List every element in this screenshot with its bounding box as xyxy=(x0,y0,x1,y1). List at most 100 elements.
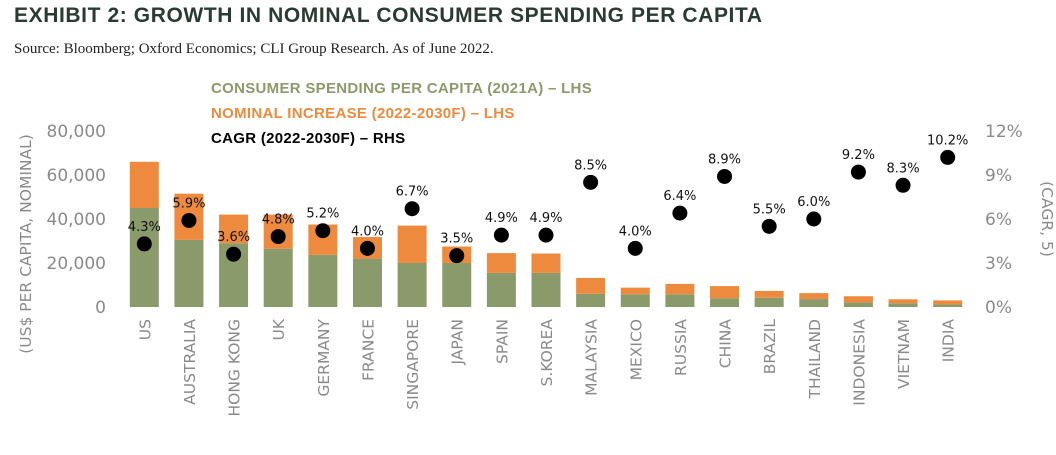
bar-base xyxy=(665,294,695,307)
cagr-point xyxy=(895,177,911,193)
bar-base xyxy=(174,239,204,307)
category-label: SPAIN xyxy=(493,319,511,364)
cagr-point xyxy=(940,149,956,165)
y-left-tick-label: 40,000 xyxy=(47,210,106,230)
cagr-point xyxy=(359,240,375,256)
bar-increase xyxy=(620,287,650,295)
legend-entry-1: CONSUMER SPENDING PER CAPITA (2021A) – L… xyxy=(211,80,592,97)
cagr-data-label: 8.9% xyxy=(708,152,741,167)
bar-base xyxy=(397,263,427,307)
bar-base xyxy=(799,299,829,307)
bar-base xyxy=(576,293,606,307)
category-label: S.KOREA xyxy=(538,319,556,387)
y-left-tick-label: 20,000 xyxy=(47,254,106,274)
category-label: US xyxy=(136,319,154,340)
category-label: AUSTRALIA xyxy=(181,319,199,405)
bar-base xyxy=(352,258,382,307)
bar-increase xyxy=(129,161,159,208)
y-right-tick-label: 12% xyxy=(985,122,1023,142)
bar-base xyxy=(843,302,873,307)
y-left-tick-label: 0 xyxy=(95,298,106,318)
y-left-tick-label: 80,000 xyxy=(47,122,106,142)
bar-increase xyxy=(665,283,695,295)
cagr-data-label: 3.6% xyxy=(217,230,250,245)
cagr-point xyxy=(672,205,688,221)
y-right-tick-label: 9% xyxy=(985,166,1012,186)
legend-entry-3: CAGR (2022-2030F) – RHS xyxy=(211,130,405,147)
bar-base xyxy=(308,254,338,307)
category-label: MEXICO xyxy=(627,319,645,380)
cagr-data-label: 4.3% xyxy=(128,220,161,235)
cagr-point xyxy=(717,168,733,184)
bar-base xyxy=(888,303,918,307)
category-label: MALAYSIA xyxy=(583,319,601,396)
y-right-tick-label: 0% xyxy=(985,298,1012,318)
cagr-data-label: 5.9% xyxy=(172,196,205,211)
legend-entry-2: NOMINAL INCREASE (2022-2030F) – LHS xyxy=(211,105,515,122)
cagr-point xyxy=(449,248,465,264)
cagr-point xyxy=(270,229,286,245)
bar-increase xyxy=(531,253,561,273)
cagr-point xyxy=(761,218,777,234)
bar-increase xyxy=(219,214,249,244)
bar-increase xyxy=(933,300,963,305)
category-label: SINGAPORE xyxy=(404,319,422,410)
cagr-data-label: 4.0% xyxy=(619,224,652,239)
bar-base xyxy=(486,272,516,307)
cagr-data-label: 8.5% xyxy=(574,158,607,173)
category-label: FRANCE xyxy=(359,319,377,381)
bar-increase xyxy=(843,296,873,303)
cagr-point xyxy=(493,227,509,243)
bar-increase xyxy=(754,290,784,298)
bar-increase xyxy=(397,225,427,263)
cagr-data-label: 5.5% xyxy=(753,202,786,217)
category-label: CHINA xyxy=(717,319,735,369)
cagr-point xyxy=(226,246,242,262)
cagr-data-label: 3.5% xyxy=(440,232,473,247)
category-label: THAILAND xyxy=(806,319,824,399)
cagr-point xyxy=(627,240,643,256)
cagr-data-label: 9.2% xyxy=(842,148,875,163)
y-left-tick-label: 60,000 xyxy=(47,166,106,186)
bar-increase xyxy=(799,293,829,300)
cagr-point xyxy=(136,236,152,252)
cagr-point xyxy=(404,201,420,217)
cagr-data-label: 6.4% xyxy=(663,189,696,204)
cagr-data-label: 8.3% xyxy=(887,161,920,176)
cagr-data-label: 4.0% xyxy=(351,224,384,239)
bar-increase xyxy=(576,277,606,294)
chart-source: Source: Bloomberg; Oxford Economics; CLI… xyxy=(14,41,494,57)
cagr-point xyxy=(538,227,554,243)
y-right-axis-label: (CAGR, 5) xyxy=(1038,181,1056,257)
bar-increase xyxy=(710,286,740,299)
cagr-point xyxy=(850,164,866,180)
y-right-tick-label: 6% xyxy=(985,210,1012,230)
cagr-data-label: 5.2% xyxy=(306,207,339,222)
bar-base xyxy=(710,298,740,307)
cagr-point xyxy=(806,211,822,227)
bar-base xyxy=(442,263,472,307)
y-left-axis-label: (US$ PER CAPITA, NOMINAL) xyxy=(17,134,35,354)
cagr-data-label: 6.0% xyxy=(797,195,830,210)
bar-increase xyxy=(486,253,516,273)
cagr-data-label: 4.9% xyxy=(485,211,518,226)
bar-base xyxy=(263,248,293,307)
bar-base xyxy=(129,208,159,307)
category-label: GERMANY xyxy=(315,318,333,396)
category-label: INDONESIA xyxy=(850,319,868,406)
category-label: BRAZIL xyxy=(761,319,779,375)
bar-base xyxy=(531,272,561,307)
bar-increase xyxy=(888,299,918,304)
cagr-data-label: 10.2% xyxy=(927,133,968,148)
category-label: UK xyxy=(270,318,288,340)
cagr-data-label: 6.7% xyxy=(396,185,429,200)
cagr-point xyxy=(315,223,331,239)
y-right-tick-label: 3% xyxy=(985,254,1012,274)
cagr-data-label: 4.8% xyxy=(262,213,295,228)
chart-title: EXHIBIT 2: GROWTH IN NOMINAL CONSUMER SP… xyxy=(14,4,763,27)
cagr-point xyxy=(181,212,197,228)
category-label: JAPAN xyxy=(449,319,467,365)
category-label: VIETNAM xyxy=(895,319,913,389)
cagr-point xyxy=(583,174,599,190)
